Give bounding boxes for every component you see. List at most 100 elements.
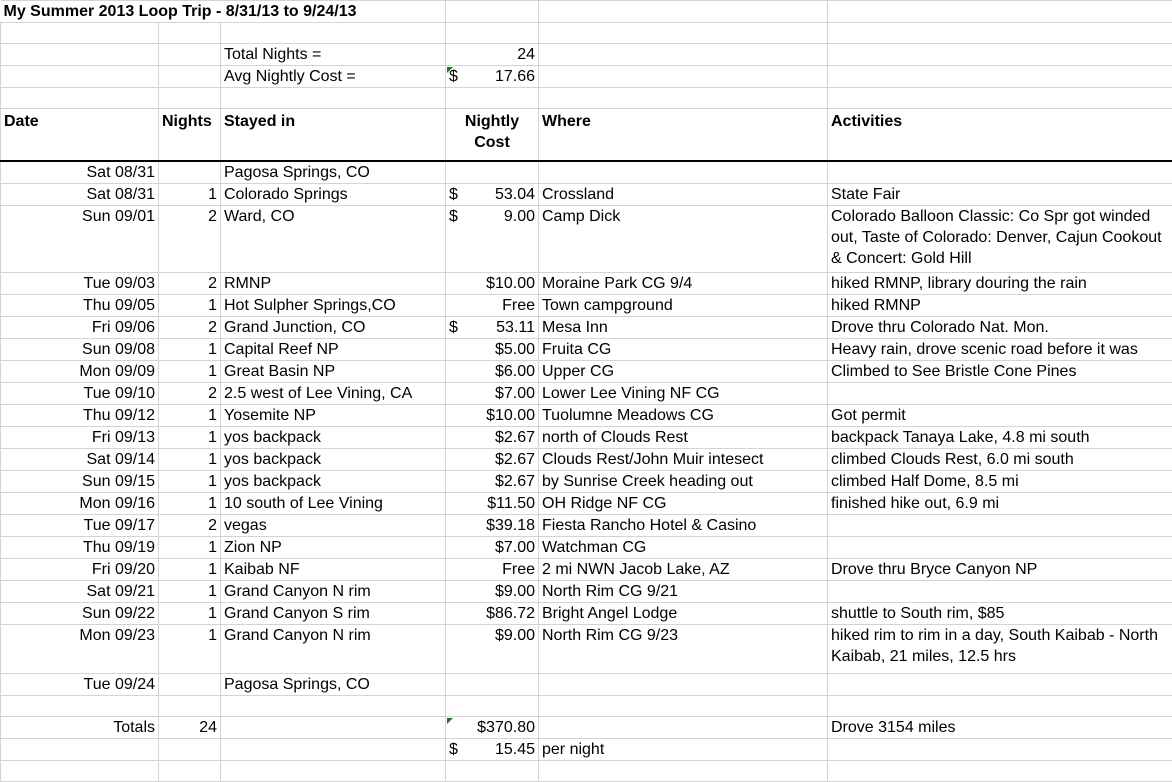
activities-cell[interactable]: hiked RMNP, library douring the rain <box>828 273 1172 295</box>
activities-cell[interactable] <box>828 515 1172 537</box>
nights-cell[interactable]: 1 <box>159 295 221 317</box>
where-cell[interactable]: Lower Lee Vining NF CG <box>539 383 828 405</box>
cell[interactable] <box>1 44 159 66</box>
nightly-cost-cell[interactable]: $9.00 <box>446 625 539 674</box>
stayed-in-cell[interactable]: Kaibab NF <box>221 559 446 581</box>
avg-cost-value[interactable]: $17.66 <box>446 66 539 88</box>
cell[interactable] <box>828 739 1172 761</box>
date-cell[interactable]: Mon 09/16 <box>1 493 159 515</box>
stayed-in-cell[interactable]: Great Basin NP <box>221 361 446 383</box>
nightly-cost-cell[interactable]: Free <box>446 295 539 317</box>
where-cell[interactable]: Mesa Inn <box>539 317 828 339</box>
activities-cell[interactable]: Colorado Balloon Classic: Co Spr got win… <box>828 206 1172 273</box>
stayed-in-cell[interactable]: RMNP <box>221 273 446 295</box>
nights-cell[interactable]: 1 <box>159 471 221 493</box>
date-cell[interactable]: Mon 09/09 <box>1 361 159 383</box>
activities-cell[interactable]: climbed Clouds Rest, 6.0 mi south <box>828 449 1172 471</box>
stayed-in-cell[interactable]: yos backpack <box>221 449 446 471</box>
totals-nights[interactable]: 24 <box>159 717 221 739</box>
cell[interactable] <box>539 761 828 782</box>
cell[interactable] <box>828 66 1172 88</box>
stayed-in-cell[interactable]: 2.5 west of Lee Vining, CA <box>221 383 446 405</box>
nights-cell[interactable]: 2 <box>159 273 221 295</box>
nightly-cost-cell[interactable]: $6.00 <box>446 361 539 383</box>
cell[interactable] <box>1 23 159 44</box>
date-cell[interactable]: Sun 09/15 <box>1 471 159 493</box>
nightly-cost-cell[interactable]: $2.67 <box>446 471 539 493</box>
date-cell[interactable]: Sun 09/01 <box>1 206 159 273</box>
cell[interactable] <box>159 44 221 66</box>
where-cell[interactable]: North Rim CG 9/21 <box>539 581 828 603</box>
stayed-in-cell[interactable]: Ward, CO <box>221 206 446 273</box>
where-cell[interactable]: Upper CG <box>539 361 828 383</box>
nights-cell[interactable]: 1 <box>159 559 221 581</box>
date-cell[interactable]: Sat 09/21 <box>1 581 159 603</box>
nights-cell[interactable]: 1 <box>159 361 221 383</box>
activities-cell[interactable]: backpack Tanaya Lake, 4.8 mi south <box>828 427 1172 449</box>
stayed-in-cell[interactable]: Yosemite NP <box>221 405 446 427</box>
cell[interactable] <box>446 23 539 44</box>
activities-cell[interactable]: climbed Half Dome, 8.5 mi <box>828 471 1172 493</box>
header-nightly-cost[interactable]: Nightly Cost <box>446 109 539 162</box>
nightly-cost-cell[interactable]: $86.72 <box>446 603 539 625</box>
cell[interactable] <box>1 88 159 109</box>
cell[interactable] <box>159 739 221 761</box>
cell[interactable] <box>159 761 221 782</box>
nightly-cost-cell[interactable]: $53.04 <box>446 184 539 206</box>
totals-activities[interactable]: Drove 3154 miles <box>828 717 1172 739</box>
where-cell[interactable]: Fiesta Rancho Hotel & Casino <box>539 515 828 537</box>
nightly-cost-cell[interactable]: $2.67 <box>446 427 539 449</box>
date-cell[interactable]: Sat 09/14 <box>1 449 159 471</box>
nights-cell[interactable] <box>159 161 221 184</box>
per-night-label[interactable]: per night <box>539 739 828 761</box>
cell[interactable] <box>539 23 828 44</box>
activities-cell[interactable] <box>828 383 1172 405</box>
activities-cell[interactable]: Climbed to See Bristle Cone Pines <box>828 361 1172 383</box>
cell[interactable] <box>221 696 446 717</box>
nights-cell[interactable]: 1 <box>159 625 221 674</box>
cell[interactable] <box>539 88 828 109</box>
header-activities[interactable]: Activities <box>828 109 1172 162</box>
where-cell[interactable]: Town campground <box>539 295 828 317</box>
nightly-cost-cell[interactable]: $7.00 <box>446 537 539 559</box>
stayed-in-cell[interactable]: Capital Reef NP <box>221 339 446 361</box>
stayed-in-cell[interactable]: 10 south of Lee Vining <box>221 493 446 515</box>
cell[interactable] <box>828 88 1172 109</box>
date-cell[interactable]: Tue 09/10 <box>1 383 159 405</box>
nightly-cost-cell[interactable] <box>446 161 539 184</box>
date-cell[interactable]: Sat 08/31 <box>1 184 159 206</box>
cell[interactable] <box>1 761 159 782</box>
nights-cell[interactable]: 2 <box>159 317 221 339</box>
nights-cell[interactable]: 1 <box>159 603 221 625</box>
nightly-cost-cell[interactable]: $9.00 <box>446 206 539 273</box>
stayed-in-cell[interactable]: Colorado Springs <box>221 184 446 206</box>
where-cell[interactable]: North Rim CG 9/23 <box>539 625 828 674</box>
cell[interactable] <box>221 761 446 782</box>
stayed-in-cell[interactable]: Grand Canyon N rim <box>221 625 446 674</box>
date-cell[interactable]: Fri 09/06 <box>1 317 159 339</box>
activities-cell[interactable]: finished hike out, 6.9 mi <box>828 493 1172 515</box>
nights-cell[interactable]: 1 <box>159 581 221 603</box>
where-cell[interactable]: Camp Dick <box>539 206 828 273</box>
cell[interactable] <box>1 66 159 88</box>
nights-cell[interactable]: 1 <box>159 405 221 427</box>
activities-cell[interactable] <box>828 674 1172 696</box>
stayed-in-cell[interactable]: Grand Canyon N rim <box>221 581 446 603</box>
activities-cell[interactable] <box>828 161 1172 184</box>
cell[interactable] <box>828 696 1172 717</box>
nights-cell[interactable]: 1 <box>159 493 221 515</box>
nights-cell[interactable]: 2 <box>159 206 221 273</box>
where-cell[interactable]: 2 mi NWN Jacob Lake, AZ <box>539 559 828 581</box>
sheet-title[interactable]: My Summer 2013 Loop Trip - 8/31/13 to 9/… <box>1 1 446 23</box>
avg-cost-label[interactable]: Avg Nightly Cost = <box>221 66 446 88</box>
date-cell[interactable]: Sun 09/08 <box>1 339 159 361</box>
stayed-in-cell[interactable]: Grand Junction, CO <box>221 317 446 339</box>
cell[interactable] <box>539 1 828 23</box>
date-cell[interactable]: Fri 09/20 <box>1 559 159 581</box>
nightly-cost-cell[interactable]: $9.00 <box>446 581 539 603</box>
nights-cell[interactable]: 1 <box>159 339 221 361</box>
cell[interactable] <box>446 761 539 782</box>
cell[interactable] <box>828 1 1172 23</box>
totals-cost[interactable]: $370.80 <box>446 717 539 739</box>
nights-cell[interactable] <box>159 674 221 696</box>
